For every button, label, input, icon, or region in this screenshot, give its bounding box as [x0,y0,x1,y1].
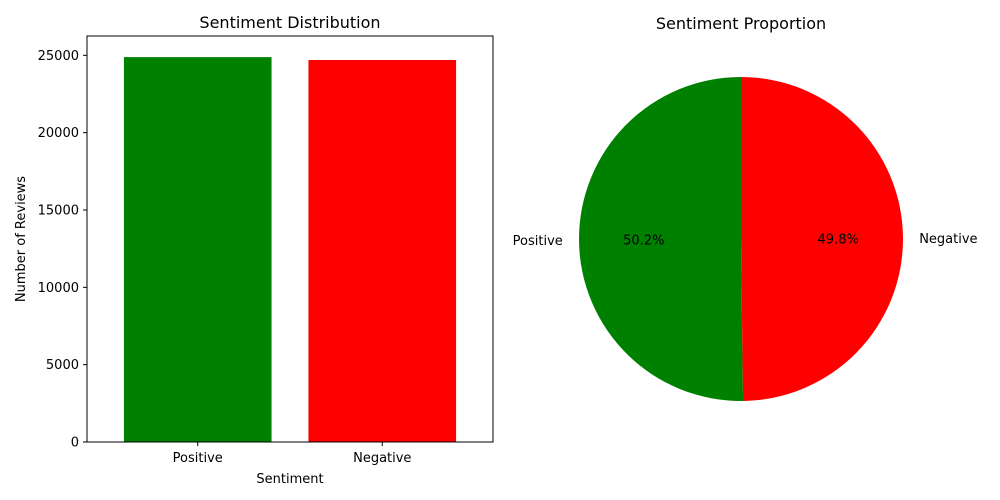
bar-marks [123,57,457,442]
pie-chart-title: Sentiment Proportion [656,14,826,33]
pie-percent-negative: 49.8% [818,232,859,247]
bar-x-ticks: Positive Negative [173,442,411,466]
pie-slice-positive [579,77,744,401]
y-tick-label: 20000 [38,126,79,141]
bar-positive [123,57,272,442]
bar-chart-title: Sentiment Distribution [199,13,380,32]
bar-negative [308,60,457,442]
bar-y-axis-label: Number of Reviews [14,176,29,302]
pie-slice-negative [741,77,904,401]
y-tick-label: 0 [71,436,79,451]
pie-percent-positive: 50.2% [623,234,664,249]
x-tick-label: Positive [173,451,223,466]
bar-chart: Sentiment Distribution 0 5000 10000 15000 20… [14,13,494,487]
pie-label-positive: Positive [513,234,563,249]
pie-marks: Positive 50.2% Negative 49.8% [513,77,978,401]
y-tick-label: 15000 [38,204,79,219]
y-tick-label: 10000 [38,281,79,296]
pie-label-negative: Negative [919,232,977,247]
bar-x-axis-label: Sentiment [256,472,323,487]
y-tick-label: 25000 [38,49,79,64]
bar-axes-frame [86,35,494,443]
x-tick-label: Negative [353,451,411,466]
y-tick-label: 5000 [46,358,79,373]
bar-y-ticks: 0 5000 10000 15000 20000 25000 [38,49,87,451]
pie-chart: Sentiment Proportion Positive 50.2% Negati… [513,14,978,401]
